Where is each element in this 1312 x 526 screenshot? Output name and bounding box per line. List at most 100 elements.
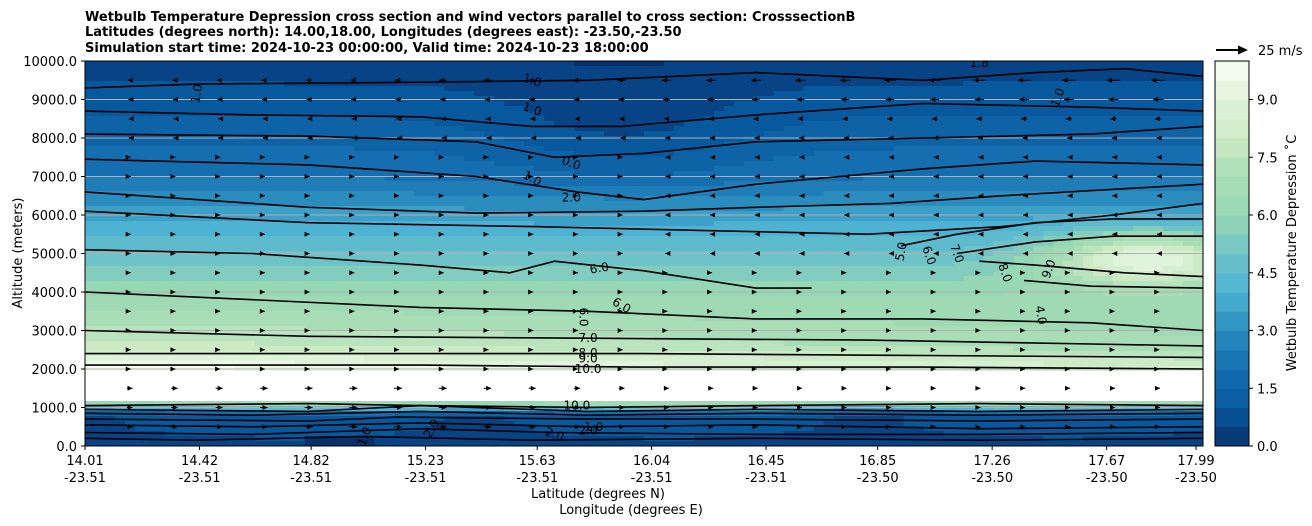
field-cell	[154, 116, 166, 122]
field-cell	[124, 81, 136, 87]
field-cell	[154, 256, 166, 262]
field-cell	[144, 296, 156, 302]
field-cell	[254, 171, 266, 177]
field-cell	[484, 166, 495, 172]
field-cell	[194, 176, 206, 182]
field-cell	[254, 111, 266, 117]
field-cell	[124, 316, 136, 322]
field-cell	[663, 371, 675, 377]
field-cell	[184, 231, 196, 237]
field-cell	[374, 226, 386, 232]
field-cell	[374, 146, 386, 152]
field-cell	[374, 296, 386, 302]
field-cell	[534, 441, 545, 446]
field-cell	[284, 96, 296, 102]
field-cell	[204, 436, 216, 442]
field-cell	[414, 436, 425, 442]
field-cell	[594, 96, 605, 102]
field-cell	[693, 341, 705, 347]
field-cell	[703, 131, 715, 137]
field-cell	[174, 101, 186, 107]
field-cell	[204, 341, 216, 347]
field-cell	[174, 271, 186, 277]
field-cell	[604, 146, 615, 152]
field-cell	[214, 316, 226, 322]
field-cell	[404, 231, 416, 237]
field-cell	[374, 331, 386, 337]
field-cell	[604, 121, 615, 127]
field-cell	[414, 96, 425, 102]
field-cell	[634, 101, 645, 107]
field-cell	[604, 376, 615, 382]
field-cell	[554, 106, 565, 112]
field-cell	[474, 96, 485, 102]
field-cell	[414, 271, 425, 277]
field-cell	[184, 406, 196, 412]
field-cell	[693, 101, 705, 107]
field-cell	[504, 66, 515, 72]
field-cell	[663, 331, 675, 337]
field-cell	[164, 211, 176, 217]
field-cell	[594, 306, 605, 312]
field-cell	[703, 136, 715, 142]
field-cell	[424, 391, 435, 397]
field-cell	[624, 86, 635, 92]
field-cell	[713, 371, 725, 377]
field-cell	[444, 231, 455, 237]
field-cell	[374, 436, 386, 442]
field-cell	[444, 441, 455, 446]
field-cell	[584, 306, 595, 312]
field-cell	[574, 296, 585, 302]
field-cell	[634, 136, 645, 142]
field-cell	[614, 331, 625, 337]
field-cell	[204, 161, 216, 167]
field-cell	[484, 411, 495, 417]
field-cell	[104, 236, 116, 242]
field-cell	[154, 141, 166, 147]
field-cell	[634, 326, 645, 332]
field-cell	[124, 381, 136, 387]
field-cell	[644, 176, 655, 182]
field-cell	[224, 151, 236, 157]
field-cell	[564, 331, 575, 337]
field-cell	[144, 166, 156, 172]
field-cell	[284, 141, 296, 147]
field-cell	[384, 236, 396, 242]
field-cell	[204, 286, 216, 292]
field-cell	[464, 111, 475, 117]
field-cell	[284, 166, 296, 172]
field-cell	[324, 121, 336, 127]
field-cell	[644, 111, 655, 117]
field-cell	[494, 396, 505, 402]
field-cell	[304, 171, 316, 177]
field-cell	[204, 126, 216, 132]
field-cell	[663, 296, 675, 302]
field-cell	[464, 341, 475, 347]
field-cell	[564, 96, 575, 102]
field-cell	[444, 91, 455, 97]
field-cell	[444, 201, 455, 207]
field-cell	[574, 286, 585, 292]
field-cell	[404, 156, 416, 162]
field-cell	[604, 216, 615, 222]
field-cell	[594, 141, 605, 147]
field-cell	[384, 121, 396, 127]
field-cell	[703, 201, 715, 207]
field-cell	[354, 181, 366, 187]
field-cell	[124, 106, 136, 112]
field-cell	[644, 371, 655, 377]
field-cell	[464, 346, 475, 352]
field-cell	[124, 121, 136, 127]
field-cell	[454, 86, 465, 92]
field-cell	[334, 381, 346, 387]
field-cell	[144, 61, 156, 67]
field-cell	[324, 416, 336, 422]
field-cell	[614, 121, 625, 127]
field-cell	[693, 186, 705, 192]
field-cell	[604, 101, 615, 107]
field-cell	[474, 291, 485, 297]
field-cell	[304, 141, 316, 147]
field-cell	[474, 311, 485, 317]
field-cell	[434, 101, 445, 107]
field-cell	[134, 151, 146, 157]
